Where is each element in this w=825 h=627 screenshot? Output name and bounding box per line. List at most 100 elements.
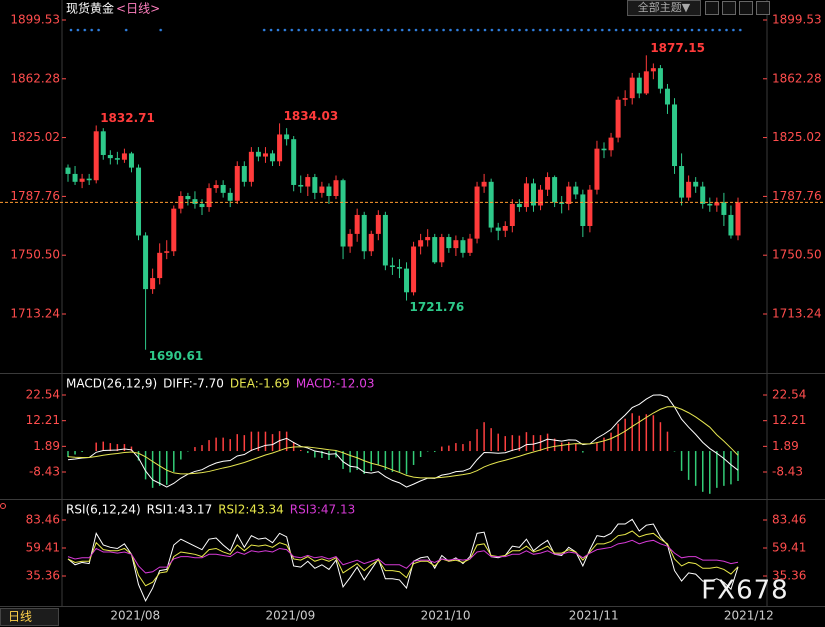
y-tick-label-right: 1899.53	[772, 12, 822, 26]
candle-body	[432, 237, 438, 263]
y-tick-label-right: 1787.76	[772, 189, 822, 203]
candle-body	[389, 265, 395, 268]
candle-body	[361, 214, 367, 252]
candle-body	[93, 131, 99, 181]
candle-body	[354, 214, 360, 234]
candle-body	[368, 233, 374, 252]
high-annotation: 1832.71	[100, 111, 155, 125]
legend-entry: RSI1:43.17	[147, 503, 213, 517]
candle-body	[340, 180, 346, 247]
candle-body	[241, 166, 247, 182]
candle-body	[686, 181, 692, 198]
candle-body	[284, 134, 290, 140]
high-annotation: 1834.03	[284, 109, 339, 123]
candle-body	[446, 237, 452, 249]
series-line	[67, 539, 739, 574]
candle-body	[629, 77, 635, 99]
candle-body	[220, 184, 226, 193]
candle-body	[347, 233, 353, 247]
candle-body	[530, 183, 536, 206]
candle-body	[305, 177, 311, 187]
candle-body	[594, 148, 600, 190]
candle-body	[523, 183, 529, 208]
low-annotation: 1721.76	[410, 300, 465, 314]
x-tick-label: 2021/10	[421, 609, 471, 623]
candle-body	[693, 181, 699, 187]
theme-button-label[interactable]: 全部主题▼	[638, 0, 691, 14]
toolbar-icon[interactable]	[722, 1, 736, 15]
candle-body	[192, 199, 198, 204]
candle-body	[107, 154, 113, 159]
candle-body	[707, 203, 713, 206]
period-tab-label[interactable]: 日线	[8, 610, 32, 624]
panel-title: RSI(6,12,24)	[66, 503, 141, 517]
candle-body	[672, 104, 678, 167]
candle-body	[679, 166, 685, 198]
toolbar-icon[interactable]	[739, 1, 753, 15]
y-tick-label-right: 1750.50	[772, 248, 822, 262]
candle-body	[213, 184, 219, 189]
panel-title: MACD(26,12,9)	[66, 377, 157, 391]
candle-body	[114, 158, 120, 160]
signal-dots	[121, 28, 129, 32]
y-tick-label: 1862.28	[10, 71, 60, 85]
candle-body	[86, 178, 92, 181]
period-tab[interactable]	[0, 608, 59, 626]
y-tick-label: 1713.24	[10, 307, 60, 321]
candle-body	[227, 192, 233, 201]
legend-entry: DEA:-1.69	[230, 377, 290, 391]
candle-body	[439, 237, 445, 263]
candle-body	[128, 153, 134, 168]
candle-body	[234, 166, 240, 201]
candle-body	[206, 188, 212, 208]
toolbar-icon[interactable]	[705, 1, 719, 15]
y-tick-label-right: -8.43	[772, 465, 803, 479]
x-tick-label: 2021/08	[110, 609, 160, 623]
watermark: FX678	[701, 576, 788, 606]
candle-body	[643, 71, 649, 94]
y-tick-label-right: 1713.24	[772, 307, 822, 321]
y-tick-label: 35.36	[26, 568, 60, 582]
y-tick-label: 83.46	[26, 512, 60, 526]
candle-body	[559, 202, 565, 204]
candle-body	[552, 177, 558, 203]
candle-body	[509, 203, 515, 226]
x-tick-label: 2021/11	[569, 609, 619, 623]
legend-entry: MACD:-12.03	[296, 377, 375, 391]
candle-body	[418, 240, 424, 247]
candle-body	[587, 189, 593, 226]
candle-body	[150, 278, 156, 290]
candle-body	[270, 153, 276, 162]
candle-body	[566, 186, 572, 204]
candle-body	[735, 202, 741, 236]
candle-body	[474, 186, 480, 239]
y-tick-label: 1.89	[33, 439, 60, 453]
candle-body	[396, 267, 402, 269]
signal-dots	[156, 28, 164, 32]
candle-body	[382, 214, 388, 266]
toolbar-icon[interactable]	[756, 1, 770, 15]
x-tick-label: 2021/12	[724, 609, 774, 623]
theme-button[interactable]	[627, 0, 701, 16]
candle-body	[608, 137, 614, 151]
chart-title: 现货黄金	[66, 1, 114, 16]
candle-body	[79, 178, 85, 182]
candle-body	[157, 252, 163, 279]
candle-body	[453, 240, 459, 249]
candle-body	[481, 181, 487, 187]
candle-body	[298, 184, 304, 187]
candle-body	[488, 181, 494, 228]
candle-body	[333, 180, 339, 197]
y-tick-label: 1750.50	[10, 248, 60, 262]
candles	[65, 55, 741, 350]
candle-body	[277, 134, 283, 162]
y-tick-label-right: 83.46	[772, 512, 806, 526]
candle-body	[580, 194, 586, 226]
candle-body	[411, 246, 417, 293]
candle-body	[545, 177, 551, 190]
y-tick-label-right: 1825.02	[772, 130, 822, 144]
panel-marker	[0, 503, 6, 509]
candle-body	[495, 227, 501, 231]
y-tick-label: -8.43	[29, 465, 60, 479]
candle-body	[650, 68, 656, 72]
